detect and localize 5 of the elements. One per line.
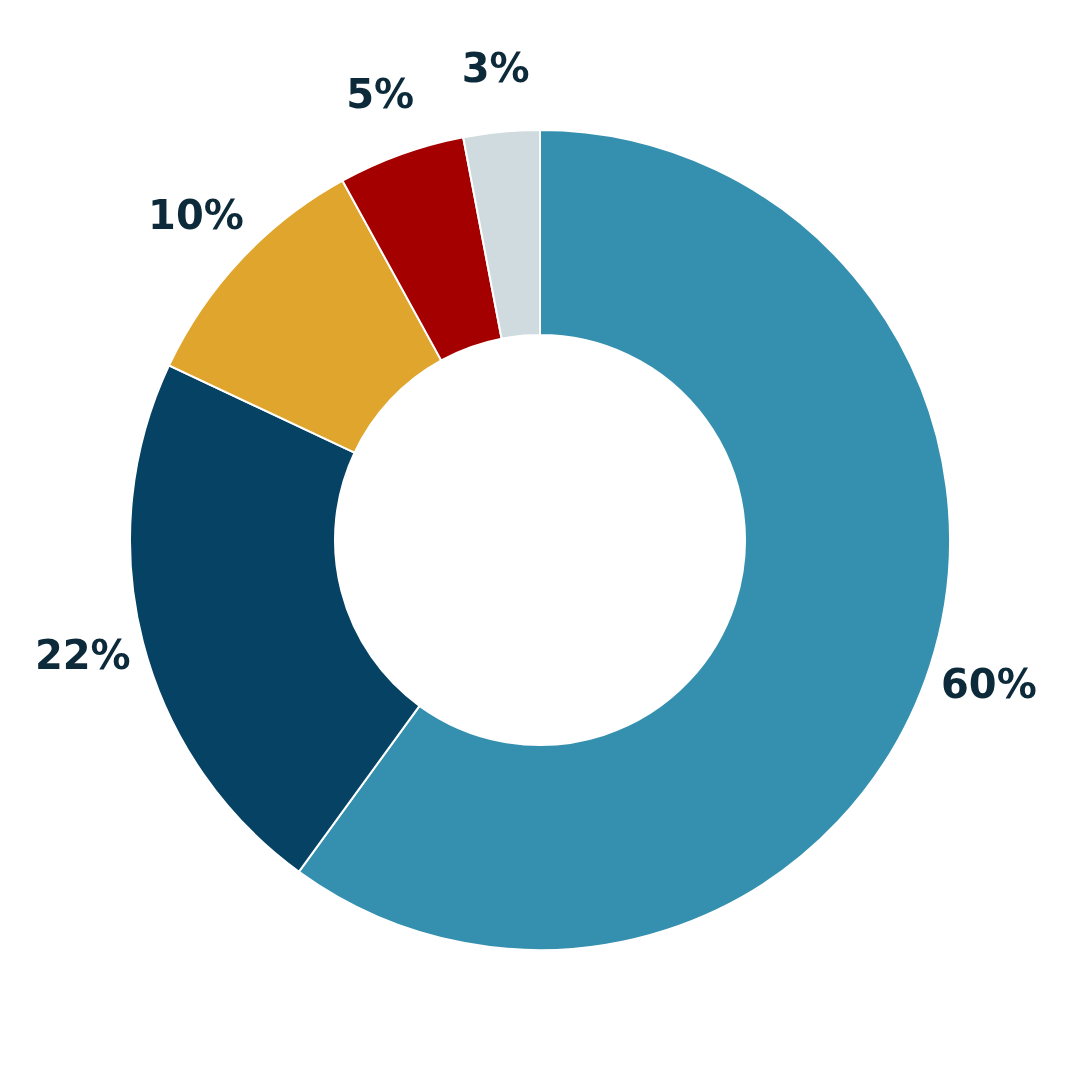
data-label: 3% [461,45,530,92]
data-label: 5% [346,70,415,117]
data-label: 10% [148,191,244,238]
data-label: 22% [34,632,131,679]
data-label: 60% [941,660,1037,707]
